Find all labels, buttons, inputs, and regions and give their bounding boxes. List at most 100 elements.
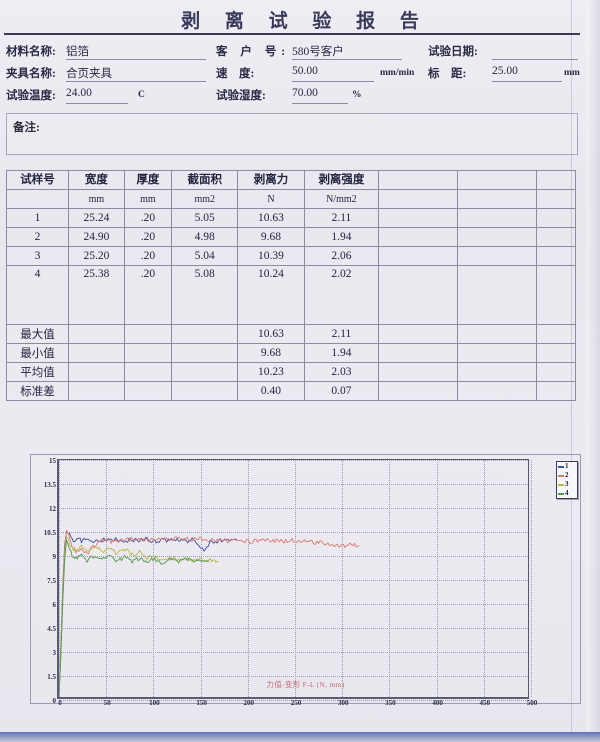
cell-extra-3 <box>536 227 576 247</box>
test-temperature-unit: C <box>138 90 145 100</box>
stat-extra-2 <box>457 362 538 382</box>
chart-plot-area[interactable]: 0 1.5 3 4.5 6 7.5 9 10.5 12 13.5 15 0 50 100 150 200 250… <box>44 457 538 707</box>
test-temperature-value[interactable]: 24.00 <box>66 87 92 99</box>
stat-peel-strength-average: 2.03 <box>303 362 380 382</box>
cell-peel-force: 9.68 <box>237 227 305 247</box>
col-header-peel-strength: 剥离强度 <box>303 170 380 190</box>
cell-thickness: .20 <box>123 265 173 325</box>
cell-width: 25.24 <box>68 208 125 228</box>
cell-extra-1 <box>378 265 459 325</box>
stat-thickness-stddev <box>123 381 173 401</box>
stat-extra-1 <box>378 343 459 363</box>
cell-thickness: .20 <box>123 227 173 247</box>
header-row-3: 试验温度: 24.00 C 试验湿度: 70.00 % <box>4 86 582 106</box>
material-underline <box>66 59 206 60</box>
test-humidity-value[interactable]: 70.00 <box>292 87 318 99</box>
legend-item[interactable]: 2 <box>557 471 577 480</box>
stat-row-max: 最大值 10.63 2.11 <box>5 324 576 344</box>
legend-item[interactable]: 3 <box>557 480 577 489</box>
cell-extra-1 <box>378 227 459 247</box>
cell-peel-strength: 2.02 <box>303 265 380 325</box>
page-title: 剥 离 试 验 报 告 <box>181 11 429 32</box>
cell-extra-3 <box>536 208 576 228</box>
cell-peel-strength: 1.94 <box>303 227 380 247</box>
cell-area: 4.98 <box>171 227 239 247</box>
col-unit-peel-force: N <box>237 189 305 209</box>
chart-gridline-h: 0 <box>53 697 528 705</box>
stat-peel-force-stddev: 0.40 <box>237 381 305 401</box>
col-header-peel-force: 剥离力 <box>237 170 305 190</box>
table-row: 1 25.24 .20 5.05 10.63 2.11 <box>5 208 576 228</box>
chart-gridline-v: 150 <box>196 460 207 707</box>
fixture-label: 夹具名称: <box>6 68 56 80</box>
stat-peel-force-min: 9.68 <box>237 343 305 363</box>
col-unit-specimen <box>5 189 70 209</box>
table-row: 2 24.90 .20 4.98 9.68 1.94 <box>5 227 576 247</box>
cell-peel-force: 10.63 <box>237 208 305 228</box>
customer-value[interactable]: 580号客户 <box>292 46 344 58</box>
gauge-length-value[interactable]: 25.00 <box>492 65 518 77</box>
speed-unit: mm/min <box>380 68 415 78</box>
results-table: 试样号 宽度 厚度 截面积 剥离力 剥离强度 mm mm mm2 N N/mm2 <box>5 170 576 401</box>
cell-specimen: 1 <box>5 208 70 228</box>
cell-extra-2 <box>457 208 538 228</box>
stat-label-average: 平均值 <box>5 362 70 382</box>
cell-area: 5.05 <box>171 208 239 228</box>
stat-extra-2 <box>457 324 538 344</box>
cell-thickness: .20 <box>123 246 173 266</box>
stat-row-stddev: 标准差 0.40 0.07 <box>5 381 576 401</box>
chart-y-tick-label: 0 <box>52 697 57 705</box>
chart-gridline-v: 300 <box>338 460 348 707</box>
report-title-wrap: 剥 离 试 验 报 告 <box>0 6 600 33</box>
stat-peel-force-max: 10.63 <box>237 324 305 344</box>
chart-gridline-v: 450 <box>480 460 490 707</box>
col-header-width: 宽度 <box>68 170 125 190</box>
chart-x-tick-label: 50 <box>103 699 111 707</box>
chart-x-tick-label: 350 <box>385 699 396 707</box>
cell-extra-3 <box>536 265 576 325</box>
col-header-specimen: 试样号 <box>5 170 70 190</box>
chart-y-tick-label: 3 <box>52 649 57 657</box>
chart-gridline-h: 4.5 <box>47 625 528 633</box>
speed-value[interactable]: 50.00 <box>292 65 318 77</box>
fixture-value[interactable]: 合页夹具 <box>66 68 112 80</box>
col-header-extra-2 <box>457 170 538 190</box>
cell-peel-strength: 2.06 <box>303 246 380 266</box>
title-divider <box>4 33 580 35</box>
legend-item[interactable]: 1 <box>557 462 577 471</box>
chart-gridline-h: 15 <box>49 457 528 465</box>
speed-label: 速 度: <box>216 68 255 80</box>
table-row: 3 25.20 .20 5.04 10.39 2.06 <box>5 246 576 266</box>
cell-peel-force: 10.39 <box>237 246 305 266</box>
chart-gridline-h: 10.5 <box>44 529 528 537</box>
gauge-length-label: 标 距: <box>428 68 467 80</box>
stat-width-average <box>68 362 125 382</box>
stat-extra-2 <box>457 381 538 401</box>
chart-gridline-h: 3 <box>53 649 528 657</box>
test-temperature-label: 试验温度: <box>6 90 56 102</box>
chart-gridline-v: 500 <box>527 460 537 707</box>
test-humidity-unit: % <box>352 90 362 100</box>
stat-row-min: 最小值 9.68 1.94 <box>5 343 576 363</box>
material-value[interactable]: 铝箔 <box>66 46 89 58</box>
chart-y-tick-label: 7.5 <box>47 577 56 585</box>
table-row: 4 25.38 .20 5.08 10.24 2.02 <box>5 265 576 325</box>
stat-thickness-min <box>123 343 173 363</box>
fixture-underline <box>66 81 206 82</box>
chart-series-line-4 <box>59 539 210 697</box>
chart-x-tick-label: 300 <box>337 699 349 707</box>
col-header-area: 截面积 <box>171 170 239 190</box>
remarks-box[interactable]: 备注: <box>6 113 578 155</box>
chart-gridline-v: 50 <box>104 460 111 707</box>
stat-label-max: 最大值 <box>5 324 70 344</box>
table-header-row: 试样号 宽度 厚度 截面积 剥离力 剥离强度 <box>5 170 576 190</box>
legend-item[interactable]: 4 <box>557 489 577 498</box>
cell-specimen: 2 <box>5 227 70 247</box>
col-unit-extra-1 <box>378 189 459 209</box>
chart-x-axis-label: 力值-变形 F-L (N, mm) <box>266 680 345 689</box>
chart-x-tick-label: 500 <box>526 699 538 707</box>
stat-extra-3 <box>536 324 576 344</box>
chart-x-tick-label: 250 <box>290 699 302 707</box>
gauge-length-unit: mm <box>564 68 580 78</box>
